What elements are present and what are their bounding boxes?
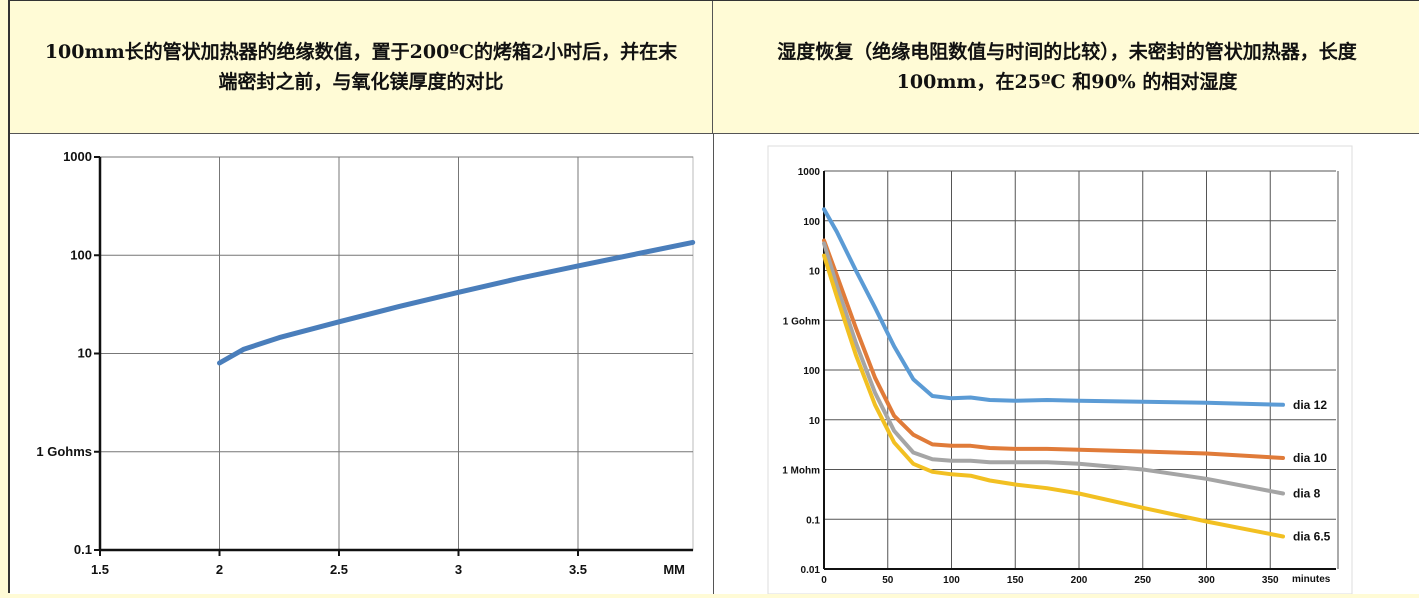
series-line-dia-10 <box>822 238 1285 460</box>
x-tick-label: 3 <box>455 562 462 577</box>
y-tick-label: 1 Mohm <box>782 466 820 477</box>
y-tick-label: 0.1 <box>74 542 92 557</box>
y-tick-label: 10 <box>78 346 92 361</box>
x-tick-label: 100 <box>943 575 960 586</box>
right-chart-title: 湿度恢复（绝缘电阻数值与时间的比较），未密封的管状加热器，长度100mm，在25… <box>777 41 1357 93</box>
series-label: dia 12 <box>1293 398 1327 412</box>
y-tick-label: 0.01 <box>801 565 821 576</box>
x-unit-label: MM <box>663 562 685 577</box>
left-chart-title: 100mm长的管状加热器的绝缘数值，置于200ºC的烤箱2小时后，并在末端密封之… <box>10 1 713 133</box>
series-line-dia-8 <box>822 241 1285 496</box>
y-tick-label: 1000 <box>63 149 92 164</box>
x-tick-label: 2.5 <box>330 562 348 577</box>
left-chart-panel: 1.5 2 2.5 3 3.5 MM 0.1 1 Gohms 10 100 1000 <box>10 134 713 594</box>
x-tick-label: 0 <box>821 575 827 586</box>
x-tick-label: 250 <box>1134 575 1151 586</box>
y-tick-label: 100 <box>803 217 820 228</box>
y-tick-label: 100 <box>70 247 92 262</box>
x-tick-label: 200 <box>1071 575 1088 586</box>
series-line <box>217 239 696 366</box>
y-tick-label: 100 <box>803 366 820 377</box>
x-tick-label: 2 <box>216 562 223 577</box>
series-label: dia 6.5 <box>1293 530 1331 544</box>
x-tick-label: 50 <box>882 575 894 586</box>
insulation-vs-thickness-chart: 1.5 2 2.5 3 3.5 MM 0.1 1 Gohms 10 100 1000 <box>36 149 696 577</box>
series-label: dia 8 <box>1293 486 1321 500</box>
y-tick-label: 0.1 <box>806 515 820 526</box>
comparison-table: 100mm长的管状加热器的绝缘数值，置于200ºC的烤箱2小时后，并在末端密封之… <box>8 0 1419 595</box>
x-tick-label: 350 <box>1262 575 1279 586</box>
row-divider <box>10 133 1419 134</box>
y-tick-label: 1000 <box>798 167 821 178</box>
column-divider <box>713 133 714 594</box>
x-tick-label: 1.5 <box>91 562 109 577</box>
x-tick-label: 3.5 <box>569 562 587 577</box>
right-chart-panel: 0 50 100 150 200 250 300 350 minutes 0.01 0.1 1 Moh… <box>714 134 1419 595</box>
series-line-dia-6-5 <box>822 253 1285 539</box>
series-label: dia 10 <box>1293 451 1327 465</box>
y-tick-label: 1 Gohm <box>783 316 820 327</box>
x-tick-label: 300 <box>1198 575 1215 586</box>
y-tick-label: 1 Gohms <box>36 444 92 459</box>
x-tick-label: 150 <box>1007 575 1024 586</box>
y-tick-label: 10 <box>809 416 821 427</box>
x-unit-label: minutes <box>1292 574 1331 585</box>
series-line-dia-12 <box>822 207 1285 407</box>
y-tick-label: 10 <box>809 267 821 278</box>
humidity-recovery-chart: 0 50 100 150 200 250 300 350 minutes 0.01 0.1 1 Moh… <box>767 145 1353 595</box>
